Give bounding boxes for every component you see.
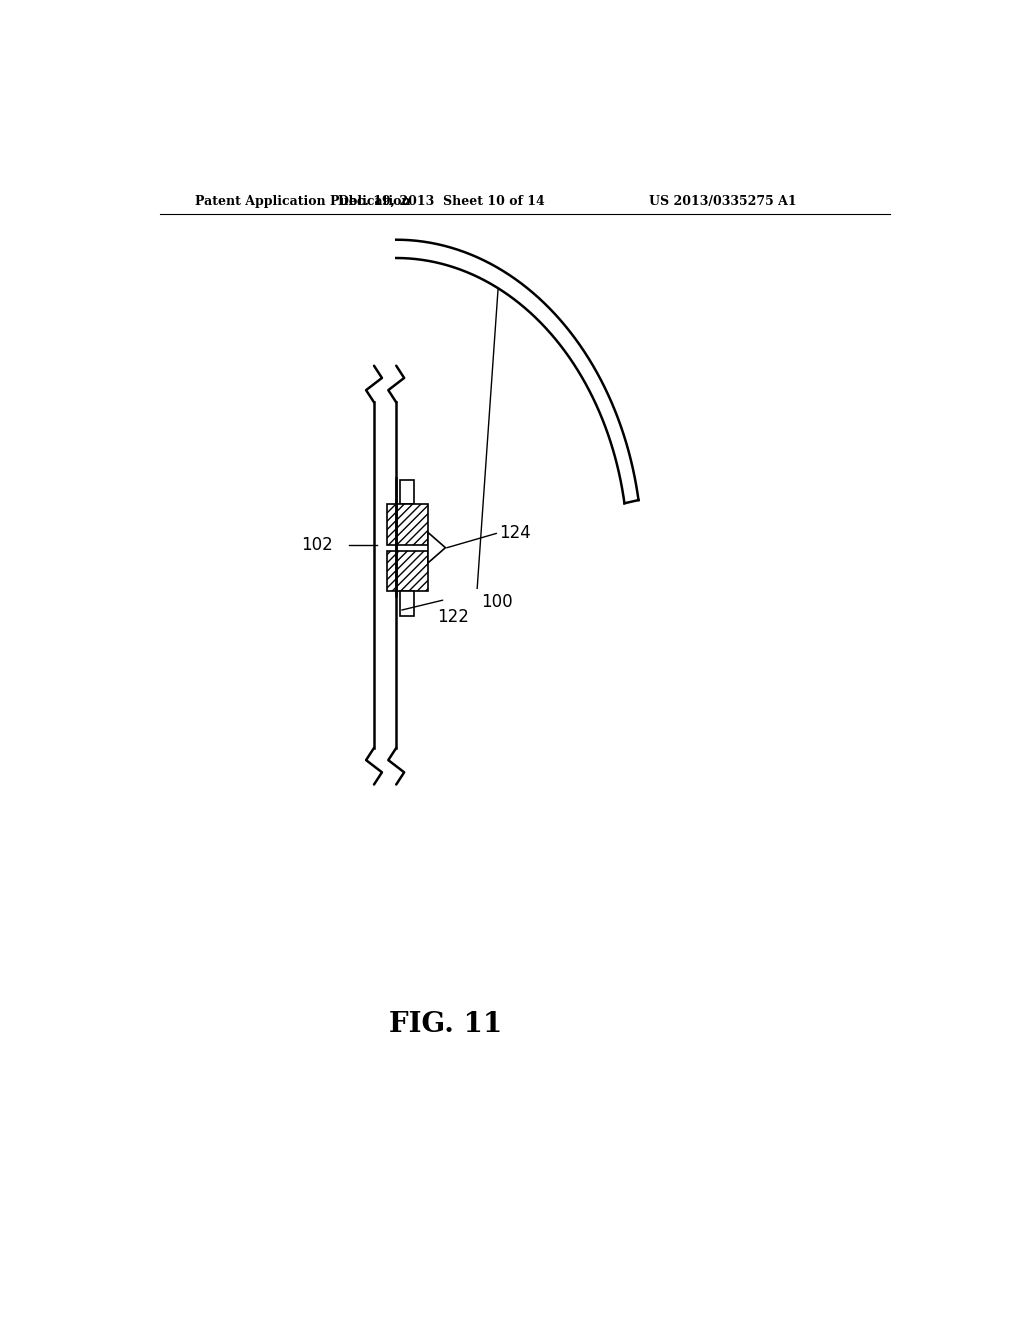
Bar <box>387 504 428 545</box>
Bar <box>400 479 415 504</box>
Text: 122: 122 <box>437 607 469 626</box>
Polygon shape <box>428 532 445 562</box>
Text: US 2013/0335275 A1: US 2013/0335275 A1 <box>649 194 797 207</box>
Text: 102: 102 <box>301 536 333 553</box>
Text: 100: 100 <box>481 594 513 611</box>
Text: Patent Application Publication: Patent Application Publication <box>196 194 411 207</box>
Bar <box>387 550 428 591</box>
Bar <box>400 591 415 616</box>
Text: 124: 124 <box>500 524 531 543</box>
Text: FIG. 11: FIG. 11 <box>389 1011 502 1038</box>
Text: Dec. 19, 2013  Sheet 10 of 14: Dec. 19, 2013 Sheet 10 of 14 <box>338 194 545 207</box>
